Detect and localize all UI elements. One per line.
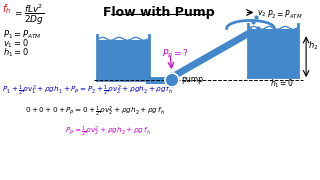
Text: $f_h$: $f_h$ xyxy=(2,3,11,16)
Text: pump: pump xyxy=(181,75,203,84)
Text: $P_1 = P_{ATM}$: $P_1 = P_{ATM}$ xyxy=(3,28,42,41)
Bar xyxy=(248,29,298,77)
Text: $P_2 = P_{ATM}$: $P_2 = P_{ATM}$ xyxy=(267,8,303,21)
Text: $0 + 0 + 0 + P_P = 0 + \frac{1}{2}\rho v_2^2 + \rho g h_2 + \rho g\,f_h$: $0 + 0 + 0 + P_P = 0 + \frac{1}{2}\rho v… xyxy=(25,105,165,119)
Text: $h_2$: $h_2$ xyxy=(308,39,319,51)
Text: $v_2$: $v_2$ xyxy=(257,8,267,19)
Text: $= \dfrac{fLv^2}{2Dg}$: $= \dfrac{fLv^2}{2Dg}$ xyxy=(13,3,44,27)
Bar xyxy=(97,40,149,80)
Text: $P_P = ?$: $P_P = ?$ xyxy=(162,47,189,60)
Text: $v_1 = 0$: $v_1 = 0$ xyxy=(3,37,29,50)
Text: Flow with Pump: Flow with Pump xyxy=(103,6,215,19)
Text: $h_1 = 0$: $h_1 = 0$ xyxy=(270,77,294,90)
Text: $h_1 = 0$: $h_1 = 0$ xyxy=(3,46,29,59)
Text: $P_P = \frac{1}{2}\rho v_2^2 + \rho g h_2 + \rho g\,f_h$: $P_P = \frac{1}{2}\rho v_2^2 + \rho g h_… xyxy=(65,125,151,139)
Text: $P_1 + \frac{1}{2}\rho v_1^2 + \rho g h_1 + P_P = P_2 + \frac{1}{2}\rho v_2^2 + : $P_1 + \frac{1}{2}\rho v_1^2 + \rho g h_… xyxy=(2,84,173,98)
Circle shape xyxy=(165,73,179,87)
